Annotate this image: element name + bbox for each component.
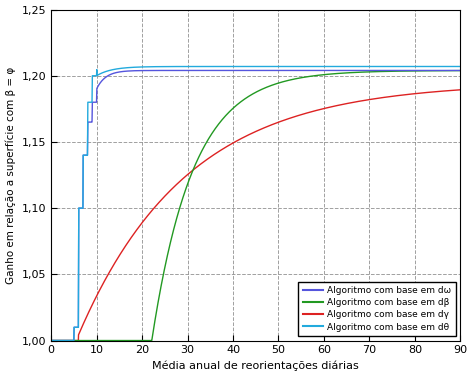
Algoritmo com base em dβ xyxy=(48,338,54,343)
Algoritmo com base em dγ xyxy=(354,100,359,104)
Algoritmo com base em dω xyxy=(457,68,463,73)
Algoritmo com base em dγ xyxy=(48,338,54,343)
Algoritmo com base em dβ xyxy=(354,70,359,75)
X-axis label: Média anual de reorientações diárias: Média anual de reorientações diárias xyxy=(152,361,359,371)
Algoritmo com base em dγ xyxy=(123,244,128,248)
Algoritmo com base em dθ xyxy=(315,64,320,69)
Algoritmo com base em dβ xyxy=(315,73,320,78)
Line: Algoritmo com base em dθ: Algoritmo com base em dθ xyxy=(51,66,460,340)
Line: Algoritmo com base em dβ: Algoritmo com base em dβ xyxy=(51,70,460,340)
Algoritmo com base em dβ xyxy=(385,69,390,74)
Algoritmo com base em dω xyxy=(315,68,320,73)
Algoritmo com base em dθ xyxy=(457,64,463,69)
Algoritmo com base em dβ xyxy=(457,68,463,73)
Algoritmo com base em dω xyxy=(205,68,210,73)
Algoritmo com base em dω xyxy=(294,68,299,73)
Algoritmo com base em dω xyxy=(385,68,390,73)
Algoritmo com base em dω xyxy=(354,68,359,73)
Algoritmo com base em dω xyxy=(48,338,54,343)
Algoritmo com base em dθ xyxy=(123,66,128,70)
Algoritmo com base em dγ xyxy=(315,108,320,112)
Y-axis label: Ganho em relação a superfície com β = φ: Ganho em relação a superfície com β = φ xyxy=(6,66,16,284)
Line: Algoritmo com base em dγ: Algoritmo com base em dγ xyxy=(51,90,460,340)
Legend: Algoritmo com base em dω, Algoritmo com base em dβ, Algoritmo com base em dγ, Al: Algoritmo com base em dω, Algoritmo com … xyxy=(298,282,456,336)
Algoritmo com base em dω xyxy=(123,69,128,74)
Algoritmo com base em dθ xyxy=(205,64,210,69)
Algoritmo com base em dγ xyxy=(205,157,210,161)
Algoritmo com base em dθ xyxy=(385,64,390,69)
Algoritmo com base em dγ xyxy=(457,87,463,92)
Algoritmo com base em dθ xyxy=(354,64,359,69)
Algoritmo com base em dγ xyxy=(294,114,299,118)
Algoritmo com base em dβ xyxy=(123,338,128,343)
Algoritmo com base em dγ xyxy=(385,95,390,99)
Line: Algoritmo com base em dω: Algoritmo com base em dω xyxy=(51,70,460,340)
Algoritmo com base em dβ xyxy=(205,138,210,143)
Algoritmo com base em dβ xyxy=(294,76,299,81)
Algoritmo com base em dω xyxy=(389,68,395,73)
Algoritmo com base em dθ xyxy=(48,338,54,343)
Algoritmo com base em dθ xyxy=(294,64,299,69)
